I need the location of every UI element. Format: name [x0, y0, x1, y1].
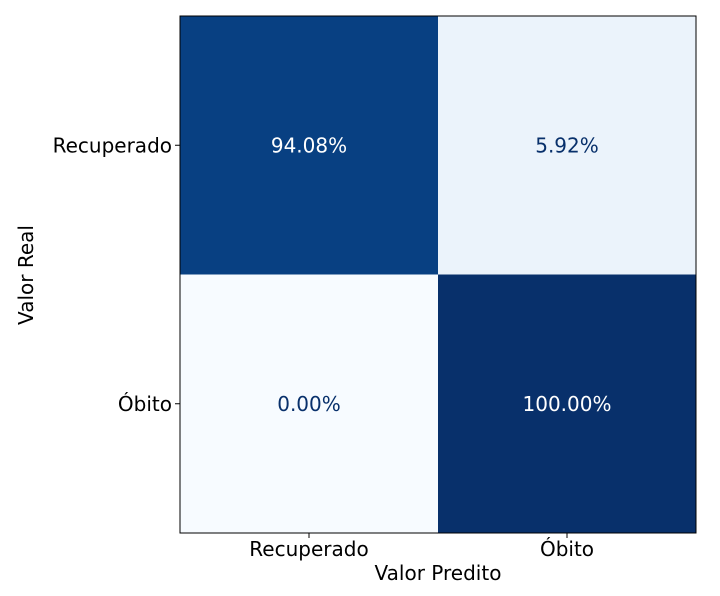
- cell-label-0-1: 5.92%: [535, 133, 599, 157]
- heatmap-cell-1-0: [180, 274, 438, 533]
- heatmap-cells: 94.08% 5.92% 0.00% 100.00%: [180, 16, 696, 533]
- cell-label-1-0: 0.00%: [277, 392, 341, 416]
- heatmap-cell-1-1: [438, 274, 696, 533]
- cell-label-1-1: 100.00%: [523, 392, 612, 416]
- y-axis: Recuperado Óbito: [53, 133, 180, 416]
- plot-frame: [179, 15, 697, 534]
- x-axis-label: Valor Predito: [375, 561, 502, 585]
- heatmap-cell-0-0: [180, 16, 438, 275]
- cell-label-0-0: 94.08%: [271, 133, 347, 157]
- y-axis-label: Valor Real: [14, 225, 38, 325]
- y-tick-label: Óbito: [118, 392, 172, 416]
- x-tick-label: Recuperado: [249, 537, 368, 561]
- x-axis: Recuperado Óbito: [249, 533, 594, 561]
- heatmap-cell-0-1: [438, 16, 696, 275]
- x-tick-label: Óbito: [540, 537, 594, 561]
- y-tick-label: Recuperado: [53, 133, 172, 157]
